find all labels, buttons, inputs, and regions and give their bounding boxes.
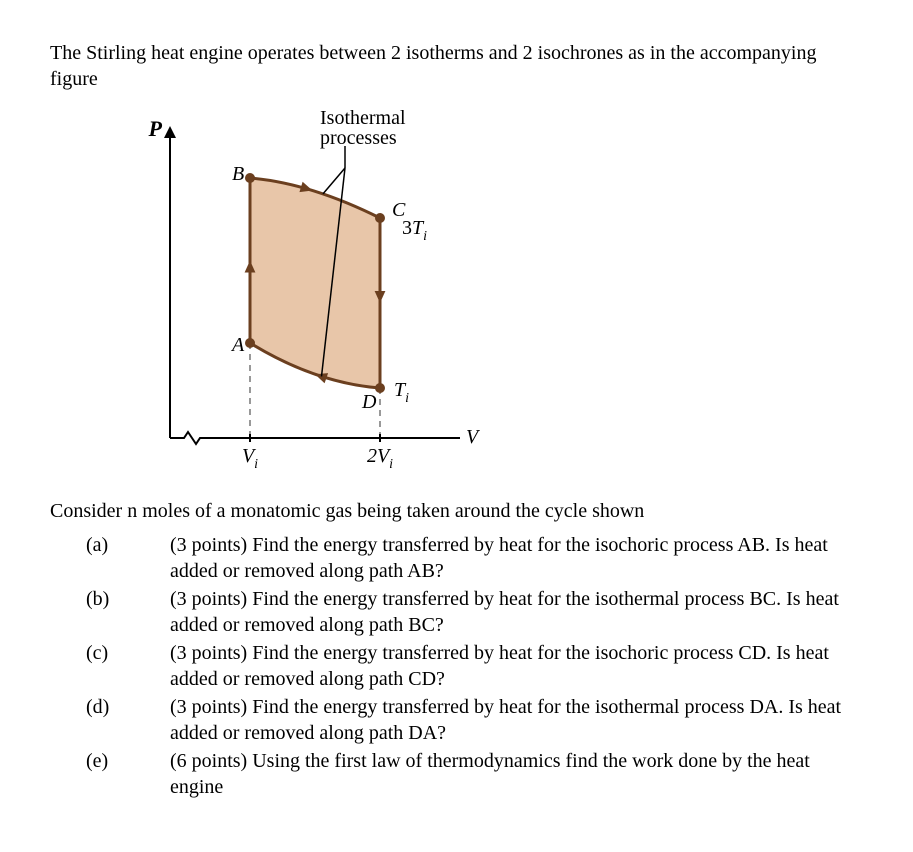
svg-text:Ti: Ti	[394, 379, 409, 406]
question-part: (b)(3 points) Find the energy transferre…	[50, 586, 863, 638]
svg-text:P: P	[148, 116, 163, 141]
part-label: (a)	[50, 532, 170, 558]
question-part: (c)(3 points) Find the energy transferre…	[50, 640, 863, 692]
question-part: (e)(6 points) Using the first law of the…	[50, 748, 863, 800]
svg-text:2Vi: 2Vi	[367, 445, 393, 472]
svg-text:processes: processes	[320, 127, 397, 149]
part-text: (3 points) Find the energy transferred b…	[170, 640, 863, 692]
question-part: (a)(3 points) Find the energy transferre…	[50, 532, 863, 584]
part-text: (6 points) Using the first law of thermo…	[170, 748, 863, 800]
caption-text: Consider n moles of a monatomic gas bein…	[50, 498, 863, 524]
part-label: (b)	[50, 586, 170, 612]
pv-diagram: Vi2ViPVIsothermalprocessesABCD3TiTi	[120, 108, 480, 488]
svg-text:A: A	[230, 334, 245, 356]
svg-text:Vi: Vi	[242, 445, 258, 472]
part-label: (c)	[50, 640, 170, 666]
svg-text:D: D	[361, 391, 377, 413]
svg-text:B: B	[232, 163, 244, 185]
figure-container: Vi2ViPVIsothermalprocessesABCD3TiTi	[50, 108, 863, 488]
question-parts: (a)(3 points) Find the energy transferre…	[50, 532, 863, 800]
part-label: (d)	[50, 694, 170, 720]
svg-text:Isothermal: Isothermal	[320, 108, 406, 129]
part-text: (3 points) Find the energy transferred b…	[170, 694, 863, 746]
question-part: (d)(3 points) Find the energy transferre…	[50, 694, 863, 746]
part-label: (e)	[50, 748, 170, 774]
svg-text:V: V	[466, 426, 480, 448]
intro-text: The Stirling heat engine operates betwee…	[50, 40, 863, 92]
part-text: (3 points) Find the energy transferred b…	[170, 532, 863, 584]
part-text: (3 points) Find the energy transferred b…	[170, 586, 863, 638]
svg-text:3Ti: 3Ti	[402, 217, 427, 244]
